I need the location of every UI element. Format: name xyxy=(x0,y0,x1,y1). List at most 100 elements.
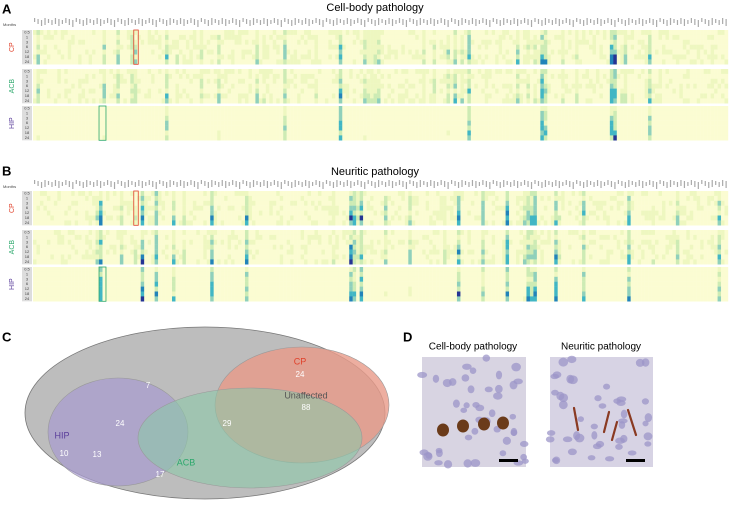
heat-cell xyxy=(491,69,496,75)
heat-cell xyxy=(272,73,277,79)
column-label xyxy=(75,180,77,184)
column-label xyxy=(412,181,414,186)
heat-cell xyxy=(123,59,128,65)
heat-cell xyxy=(463,98,468,104)
heat-cell xyxy=(634,125,638,131)
heat-cell xyxy=(105,191,110,197)
heat-cell xyxy=(238,34,242,40)
heat-cell xyxy=(126,130,131,136)
heat-cell xyxy=(522,83,527,89)
column-label xyxy=(145,20,147,24)
heat-cell xyxy=(387,115,392,121)
heat-cell xyxy=(724,88,729,94)
heat-cell xyxy=(602,98,607,104)
heat-cell xyxy=(213,34,218,40)
heat-cell xyxy=(637,44,642,50)
heat-cell xyxy=(81,191,86,197)
heat-cell xyxy=(165,120,169,126)
heat-cell xyxy=(137,93,141,99)
heat-cell xyxy=(241,34,246,40)
heat-cell xyxy=(627,93,631,99)
heat-cell xyxy=(561,39,565,45)
heat-cell xyxy=(112,135,117,141)
heat-cell xyxy=(182,73,187,79)
heat-cell xyxy=(92,39,96,45)
heat-cell xyxy=(655,98,659,104)
heat-cell xyxy=(526,73,531,79)
heat-cell xyxy=(85,78,89,84)
heat-cell xyxy=(182,88,187,94)
heat-cell xyxy=(439,88,444,94)
heat-cell xyxy=(498,73,503,79)
heat-cell xyxy=(529,54,534,60)
heat-cell xyxy=(328,83,333,89)
column-label xyxy=(325,180,328,184)
heat-cell xyxy=(623,44,628,50)
heat-cell xyxy=(67,59,72,65)
heat-cell xyxy=(317,44,322,50)
heat-cell xyxy=(592,135,597,141)
heat-cell xyxy=(182,125,187,131)
heat-cell xyxy=(251,69,256,75)
heat-cell xyxy=(224,39,228,45)
heat-cell xyxy=(637,115,642,121)
heat-cell xyxy=(78,30,82,36)
heat-cell xyxy=(665,69,670,75)
heat-cell xyxy=(519,39,524,45)
heat-cell xyxy=(331,120,336,126)
heat-cell xyxy=(606,30,611,36)
heat-cell xyxy=(613,93,617,99)
heat-cell xyxy=(36,191,41,197)
heat-cell xyxy=(304,73,308,79)
column-label xyxy=(579,181,581,186)
column-label xyxy=(284,180,286,184)
heat-cell xyxy=(599,130,604,136)
heat-cell xyxy=(578,54,583,60)
heat-cell xyxy=(561,54,565,60)
heat-cell xyxy=(279,93,284,99)
heat-cell xyxy=(234,59,239,65)
heat-cell xyxy=(206,120,211,126)
heat-cell xyxy=(550,83,555,89)
heat-cell xyxy=(411,115,416,121)
heat-cell xyxy=(178,83,183,89)
heat-cell xyxy=(137,49,141,55)
heat-cell xyxy=(568,130,572,136)
heat-cell xyxy=(526,130,531,136)
heat-cell xyxy=(450,191,454,197)
heat-cell xyxy=(331,88,336,94)
heat-cell xyxy=(509,39,513,45)
heat-cell xyxy=(220,125,225,131)
heat-cell xyxy=(651,93,656,99)
heat-cell xyxy=(67,115,72,121)
heat-cell xyxy=(540,78,545,84)
heat-cell xyxy=(311,49,315,55)
heat-cell xyxy=(217,115,221,121)
heat-cell xyxy=(144,30,148,36)
heat-cell xyxy=(36,125,41,131)
heat-cell xyxy=(352,69,357,75)
heat-cell xyxy=(543,93,548,99)
heat-cell xyxy=(57,69,61,75)
heat-cell xyxy=(377,69,381,75)
heat-cell xyxy=(436,49,440,55)
heat-cell xyxy=(151,120,155,126)
heat-cell xyxy=(415,78,419,84)
heat-cell xyxy=(616,30,621,36)
heat-cell xyxy=(338,78,343,84)
heat-cell xyxy=(387,69,392,75)
column-label xyxy=(256,181,258,185)
heat-cell xyxy=(675,34,680,40)
heat-cell xyxy=(599,110,604,116)
heat-cell xyxy=(415,30,419,36)
heat-cell xyxy=(401,130,406,136)
heat-cell xyxy=(165,135,169,141)
heat-cell xyxy=(550,59,555,65)
heat-cell xyxy=(328,195,333,201)
column-label xyxy=(430,18,432,24)
heat-cell xyxy=(373,69,378,75)
heat-cell xyxy=(519,110,524,116)
heat-cell xyxy=(488,69,492,75)
heat-cell xyxy=(394,106,399,112)
column-label xyxy=(79,19,81,24)
